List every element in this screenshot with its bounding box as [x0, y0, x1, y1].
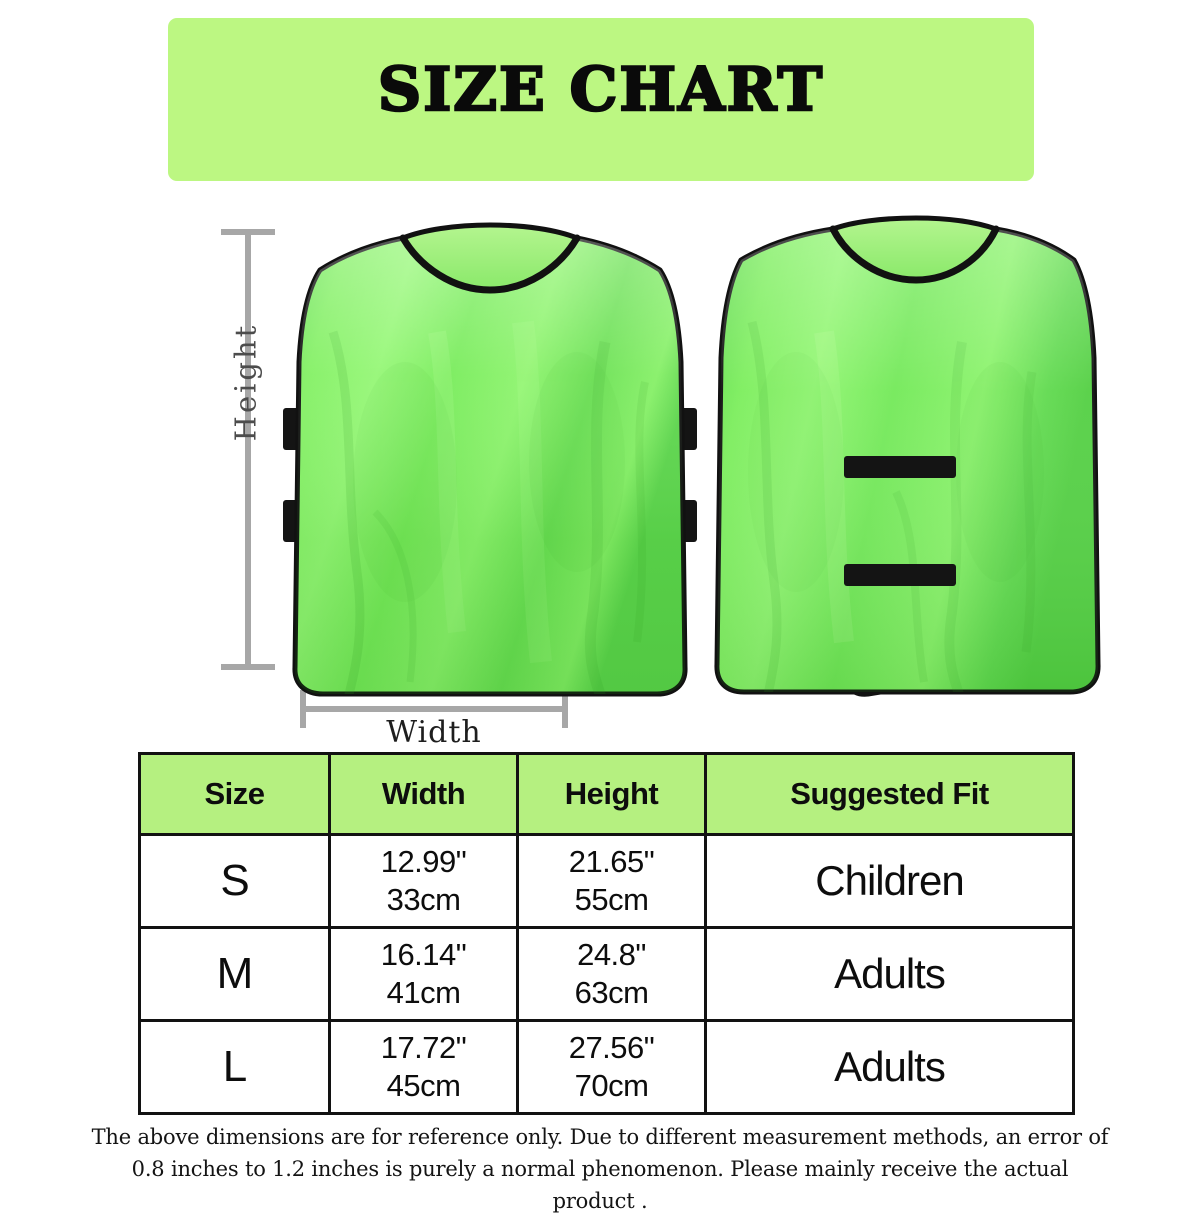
table-row: L 17.72" 45cm 27.56" 70cm Adults — [138, 1019, 1075, 1115]
column-header-suggested-fit: Suggested Fit — [704, 752, 1075, 836]
disclaimer-line-2: 0.8 inches to 1.2 inches is purely a nor… — [131, 1156, 1069, 1213]
title-banner: SIZE CHART — [168, 18, 1034, 181]
cell-width-inches: 17.72" — [380, 1030, 467, 1066]
cell-height: 21.65" 55cm — [516, 833, 707, 929]
height-dimension-cap-bottom — [221, 664, 275, 670]
cell-height-inches: 24.8" — [577, 937, 646, 973]
table-header-row: Size Width Height Suggested Fit — [138, 752, 1075, 836]
cell-size: M — [138, 926, 331, 1022]
cell-height-inches: 21.65" — [568, 844, 655, 880]
cell-width: 12.99" 33cm — [328, 833, 519, 929]
cell-height-cm: 63cm — [574, 975, 649, 1010]
cell-suggested-fit: Children — [704, 833, 1075, 929]
cell-width-cm: 45cm — [386, 1068, 461, 1103]
cell-width: 16.14" 41cm — [328, 926, 519, 1022]
cell-size: S — [138, 833, 331, 929]
cell-height-cm: 70cm — [574, 1068, 649, 1103]
cell-suggested-fit: Adults — [704, 926, 1075, 1022]
height-dimension-cap-top — [221, 229, 275, 235]
cell-width-inches: 12.99" — [380, 844, 467, 880]
garment-illustration: Height Width — [0, 190, 1200, 750]
width-dimension-label: Width — [386, 715, 482, 750]
cell-height: 24.8" 63cm — [516, 926, 707, 1022]
width-dimension-line — [300, 690, 568, 728]
vest-illustration-svg — [283, 215, 1101, 697]
cell-suggested-fit: Adults — [704, 1019, 1075, 1115]
column-header-size: Size — [138, 752, 331, 836]
table-row: S 12.99" 33cm 21.65" 55cm Children — [138, 833, 1075, 929]
column-header-width: Width — [328, 752, 519, 836]
cell-height: 27.56" 70cm — [516, 1019, 707, 1115]
width-dimension-cap-left — [300, 690, 306, 728]
cell-height-inches: 27.56" — [568, 1030, 655, 1066]
vest-back-view — [714, 215, 1101, 697]
height-dimension-line — [221, 229, 275, 670]
vest-front-neck-trim — [399, 234, 581, 294]
disclaimer-line-1: The above dimensions are for reference o… — [91, 1125, 1109, 1149]
cell-size: L — [138, 1019, 331, 1115]
column-header-height: Height — [516, 752, 707, 836]
page-title: SIZE CHART — [377, 55, 825, 125]
vest-front-view — [283, 222, 697, 697]
side-elastic-strap-upper — [844, 456, 956, 478]
cell-height-cm: 55cm — [574, 882, 649, 917]
cell-width-cm: 41cm — [386, 975, 461, 1010]
vest-back-neck-trim — [829, 225, 1000, 284]
side-elastic-strap-lower — [844, 564, 956, 586]
cell-width-inches: 16.14" — [380, 937, 467, 973]
disclaimer-note: The above dimensions are for reference o… — [88, 1122, 1112, 1218]
size-chart-table: Size Width Height Suggested Fit S 12.99"… — [138, 752, 1075, 1115]
table-row: M 16.14" 41cm 24.8" 63cm Adults — [138, 926, 1075, 1022]
width-dimension-cap-right — [562, 690, 568, 728]
cell-width-cm: 33cm — [386, 882, 461, 917]
cell-width: 17.72" 45cm — [328, 1019, 519, 1115]
